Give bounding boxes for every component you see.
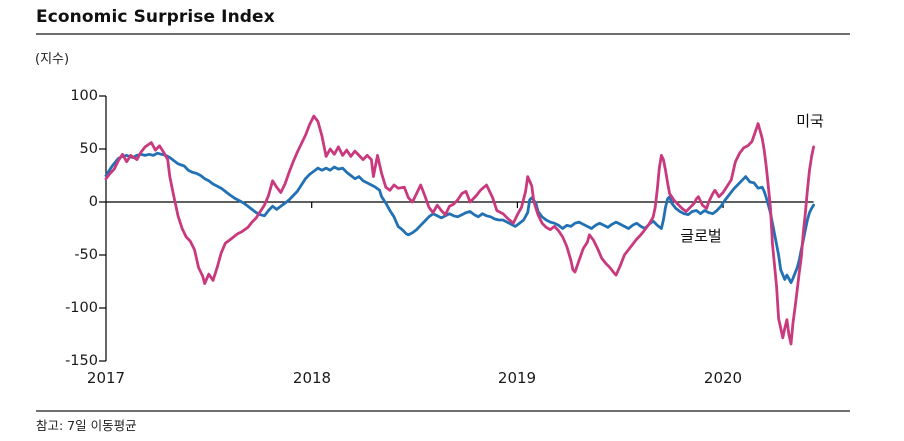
y-axis-unit-label: (지수) (35, 52, 70, 67)
y-tick-label-neg50: -50 (74, 247, 98, 263)
y-tick-label-0: 0 (88, 194, 98, 210)
y-tick-label-100: 100 (70, 88, 98, 104)
x-tick-label-2017: 2017 (86, 369, 126, 387)
x-tick-label-2019: 2019 (497, 369, 537, 387)
page-title: Economic Surprise Index (36, 7, 275, 27)
footer-divider (36, 410, 850, 412)
us-series-line (104, 114, 815, 346)
us-series-label: 미국 (796, 112, 824, 130)
footnote: 참고: 7일 이동평균 (36, 418, 137, 433)
y-tick-label-neg150: -150 (65, 353, 98, 369)
y-tick-label-neg100: -100 (65, 300, 98, 316)
y-tick-label-50: 50 (79, 141, 98, 157)
global-series-label: 글로벌 (680, 227, 722, 245)
title-divider (36, 33, 850, 35)
x-tick-label-2018: 2018 (292, 369, 332, 387)
global-series-line (104, 151, 815, 285)
x-tick-label-2020: 2020 (703, 369, 743, 387)
